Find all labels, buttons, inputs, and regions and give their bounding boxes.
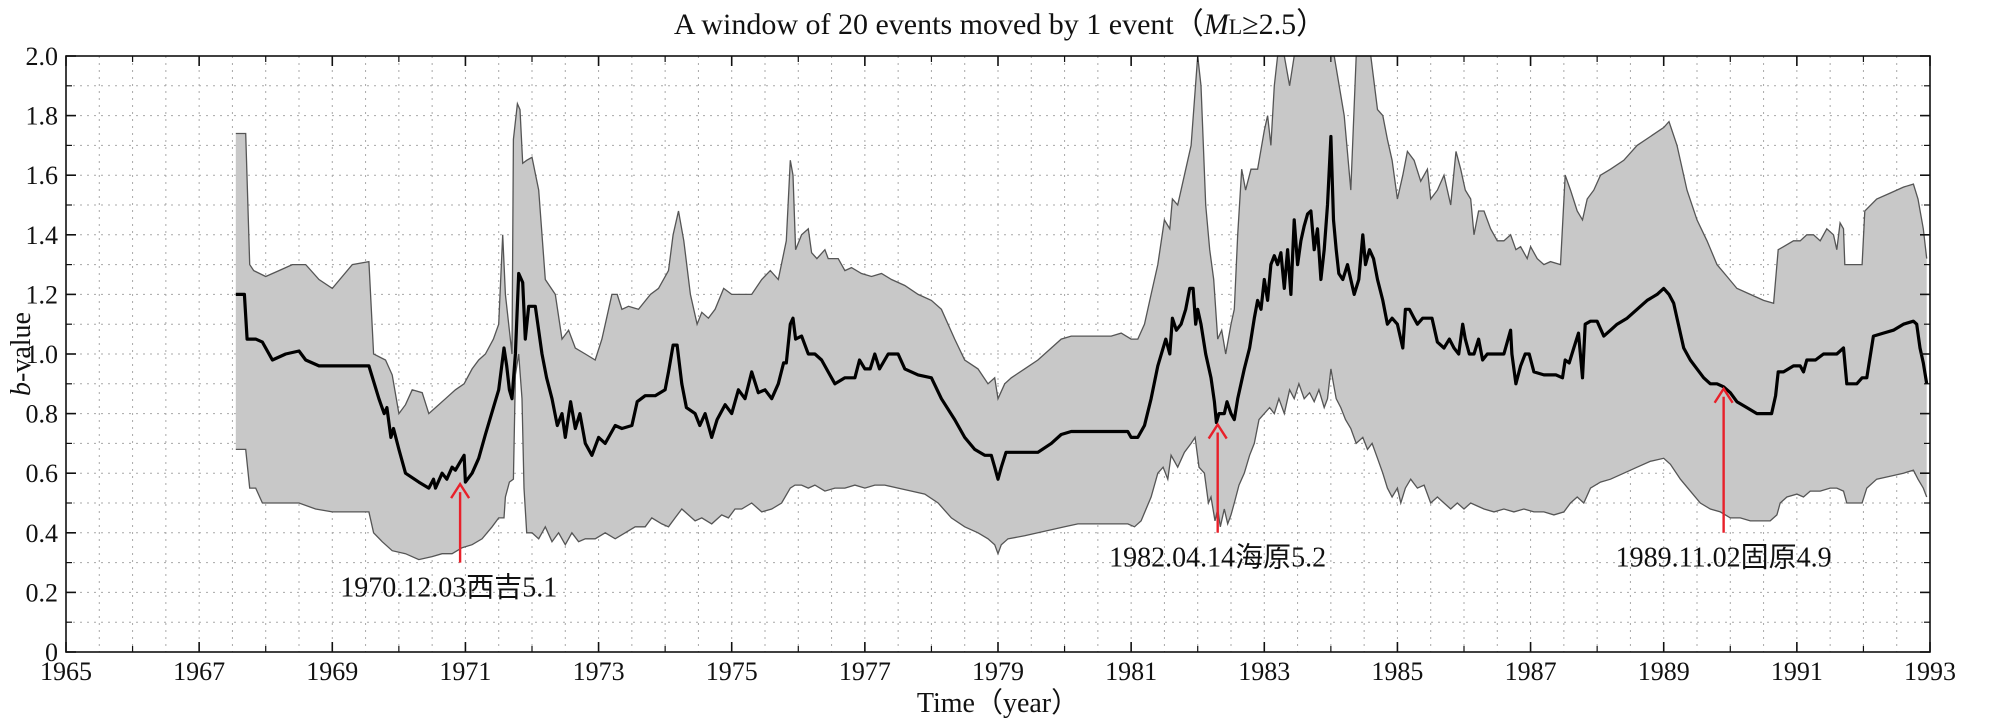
title-subscript: L [1229, 14, 1242, 39]
x-tick-label: 1973 [573, 657, 625, 686]
y-tick-label: 1.6 [26, 161, 59, 190]
x-tick-label: 1983 [1238, 657, 1290, 686]
y-tick-label: 0.4 [26, 519, 59, 548]
axis-ticks: 1965 1967 1969 1971 1973 1975 1977 1979 1981 1983… [26, 42, 1957, 686]
x-tick-label: 1979 [972, 657, 1024, 686]
x-tick-label: 1971 [439, 657, 491, 686]
annotation-arrow-head [1207, 422, 1228, 440]
y-tick-label: 1.2 [26, 280, 59, 309]
x-tick-label: 1965 [40, 657, 92, 686]
y-tick-label: 0.6 [26, 459, 59, 488]
x-tick-label: 1977 [839, 657, 891, 686]
y-tick-label: 0.2 [26, 578, 59, 607]
y-tick-label: 1.8 [26, 102, 59, 131]
upper-bound-line [235, 55, 1928, 416]
x-tick-label: 1981 [1105, 657, 1157, 686]
x-tick-label: 1969 [306, 657, 358, 686]
x-tick-label: 1989 [1638, 657, 1690, 686]
y-tick-label: 1.0 [26, 340, 59, 369]
annotation-label: 1982.04.14海原5.2 [1109, 542, 1326, 574]
y-tick-label: 1.4 [26, 221, 59, 250]
annotation-label: 1989.11.02固原4.9 [1616, 543, 1832, 574]
x-tick-label: 1993 [1904, 657, 1956, 686]
y-label-italic: b [6, 382, 37, 396]
x-tick-label: 1987 [1505, 657, 1557, 686]
lower-bound-line [235, 353, 1928, 561]
y-tick-label: 0.8 [26, 400, 59, 429]
annotation-arrow-head [1713, 386, 1734, 404]
title-end: ≥2.5） [1242, 8, 1326, 41]
confidence-band [235, 56, 1927, 560]
y-label-rest: -value [6, 312, 37, 382]
x-tick-label: 1967 [173, 657, 225, 686]
annotation-arrow-head [450, 481, 471, 499]
x-axis-label: Time（year） [917, 687, 1079, 719]
b-value-line [235, 134, 1929, 490]
x-tick-label: 1991 [1771, 657, 1823, 686]
y-axis-label: b-value [6, 312, 37, 396]
chart-title: A window of 20 events moved by 1 event（M… [674, 8, 1326, 41]
annotation-label: 1970.12.03西吉5.1 [340, 572, 557, 603]
y-tick-label: 0 [45, 638, 58, 667]
x-tick-label: 1985 [1371, 657, 1423, 686]
title-italic: M [1203, 8, 1231, 41]
annotations: 1970.12.03西吉5.1 1982.04.14海原5.2 1989.11.02… [340, 386, 1832, 603]
title-main: A window of 20 events moved by 1 event（ [674, 8, 1204, 41]
y-tick-label: 2.0 [26, 42, 59, 71]
x-tick-label: 1975 [706, 657, 758, 686]
